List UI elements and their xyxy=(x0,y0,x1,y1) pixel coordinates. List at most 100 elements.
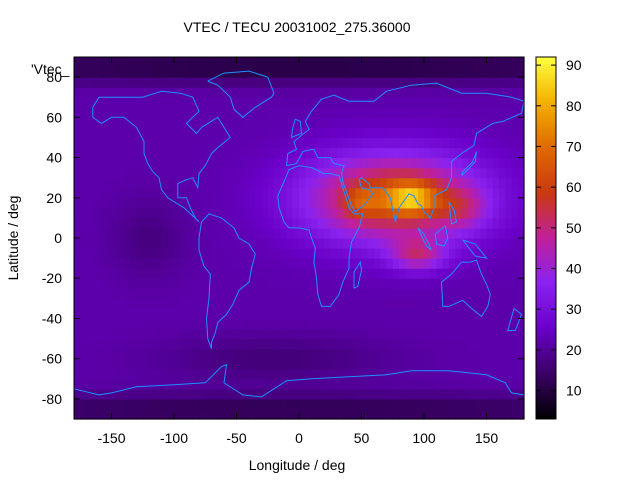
heat-cell xyxy=(492,378,500,390)
heat-cell xyxy=(330,187,338,199)
heat-cell xyxy=(342,388,350,400)
heat-cell xyxy=(292,97,300,108)
heat-cell xyxy=(505,117,513,128)
heat-cell xyxy=(230,308,238,320)
heat-cell xyxy=(417,328,425,340)
heat-cell xyxy=(242,268,250,279)
heat-cell xyxy=(217,157,225,169)
heat-cell xyxy=(180,117,188,128)
heat-cell xyxy=(392,87,400,98)
heat-cell xyxy=(455,268,463,279)
heat-cell xyxy=(305,127,313,139)
heat-cell xyxy=(386,298,394,309)
heat-cell xyxy=(317,127,325,139)
heat-cell xyxy=(449,248,456,259)
heat-cell xyxy=(249,177,256,189)
heat-cell xyxy=(317,107,325,118)
heat-cell xyxy=(330,318,338,330)
heat-cell xyxy=(230,328,238,340)
heat-cell xyxy=(117,238,125,249)
heat-cell xyxy=(380,298,388,309)
heat-cell xyxy=(317,57,325,68)
heat-cell xyxy=(517,248,525,259)
heat-cell xyxy=(161,97,169,108)
heat-cell xyxy=(236,378,244,390)
heat-cell xyxy=(324,137,331,149)
heat-cell xyxy=(317,258,325,269)
heat-cell xyxy=(74,328,81,340)
heat-cell xyxy=(86,77,94,88)
heat-cell xyxy=(286,217,294,229)
heat-cell xyxy=(255,368,263,380)
heat-cell xyxy=(317,358,325,370)
heat-cell xyxy=(499,117,506,128)
heat-cell xyxy=(161,258,169,269)
heat-cell xyxy=(124,328,131,340)
heat-cell xyxy=(449,127,456,139)
heat-cell xyxy=(155,167,163,179)
heat-cell xyxy=(492,57,500,68)
heat-cell xyxy=(324,97,331,108)
heat-cell xyxy=(380,57,388,68)
heat-cell xyxy=(349,207,356,219)
heat-cell xyxy=(124,408,131,420)
heat-cell xyxy=(230,348,238,360)
heat-cell xyxy=(511,107,519,118)
heat-cell xyxy=(380,227,388,239)
heat-cell xyxy=(180,87,188,98)
heat-cell xyxy=(449,348,456,360)
heat-cell xyxy=(249,157,256,169)
heat-cell xyxy=(286,227,294,239)
heat-cell xyxy=(80,207,88,219)
heat-cell xyxy=(180,288,188,299)
heat-cell xyxy=(149,398,156,410)
heat-cell xyxy=(130,177,138,189)
heat-cell xyxy=(124,268,131,279)
heat-cell xyxy=(480,388,488,400)
heat-cell xyxy=(461,207,469,219)
heat-cell xyxy=(111,227,119,239)
heat-cell xyxy=(317,388,325,400)
heat-cell xyxy=(430,207,438,219)
heat-cell xyxy=(186,217,194,229)
heat-cell xyxy=(330,107,338,118)
heat-cell xyxy=(186,197,194,209)
heat-cell xyxy=(355,57,363,68)
heat-cell xyxy=(242,348,250,360)
heat-cell xyxy=(167,177,175,189)
heat-cell xyxy=(86,147,94,159)
heat-cell xyxy=(292,57,300,68)
heat-cell xyxy=(405,97,413,108)
heat-cell xyxy=(149,67,156,78)
heat-cell xyxy=(467,177,475,189)
heat-cell xyxy=(236,77,244,88)
heat-cell xyxy=(192,197,200,209)
heat-cell xyxy=(311,87,319,98)
heat-cell xyxy=(174,167,181,179)
heat-cell xyxy=(336,207,344,219)
heat-cell xyxy=(380,238,388,249)
heat-cell xyxy=(417,57,425,68)
heat-cell xyxy=(511,227,519,239)
heat-cell xyxy=(467,378,475,390)
heat-cell xyxy=(324,217,331,229)
heat-cell xyxy=(149,87,156,98)
heat-cell xyxy=(417,278,425,289)
heat-cell xyxy=(192,298,200,309)
heat-cell xyxy=(142,187,150,199)
heat-cell xyxy=(355,288,363,299)
heat-cell xyxy=(342,298,350,309)
heat-cell xyxy=(336,258,344,269)
heat-cell xyxy=(261,127,269,139)
heat-cell xyxy=(242,117,250,128)
heat-cell xyxy=(286,77,294,88)
heat-cell xyxy=(330,147,338,159)
heat-cell xyxy=(386,127,394,139)
colorbar-tick-label: 40 xyxy=(566,261,582,277)
heat-cell xyxy=(274,378,281,390)
heat-cell xyxy=(517,167,525,179)
heat-cell xyxy=(486,207,494,219)
heat-cell xyxy=(455,378,463,390)
heat-cell xyxy=(255,408,263,420)
heat-cell xyxy=(336,97,344,108)
